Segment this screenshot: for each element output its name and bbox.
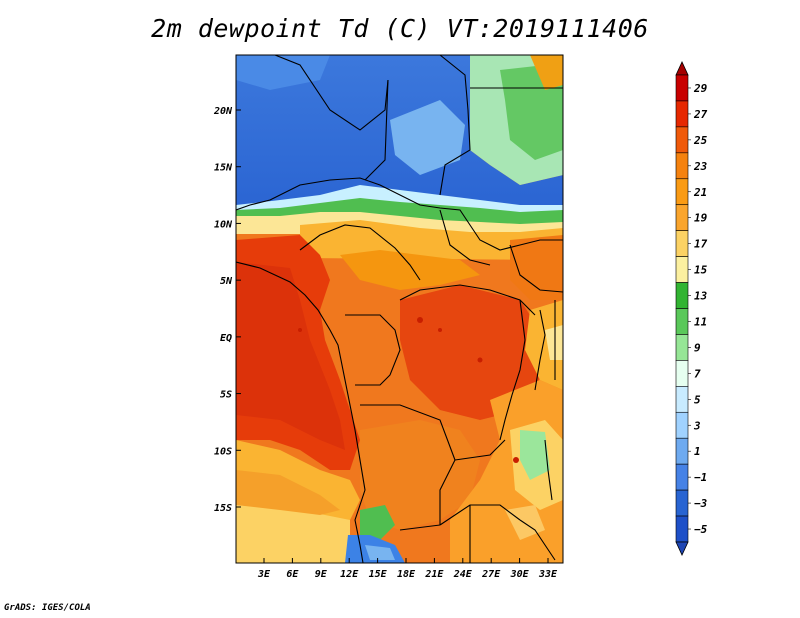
colorbar-swatch [675, 360, 689, 387]
colorbar-top-triangle [675, 61, 689, 76]
lon-label: 15E [369, 569, 388, 580]
colorbar-swatch [675, 152, 689, 180]
colorbar-label: 17 [694, 238, 708, 251]
colorbar-swatch [675, 334, 689, 361]
longitude-axis: 3E 6E 9E 12E 15E 18E 21E 24E 27E 30E 33E [257, 558, 558, 580]
colorbar-label: −3 [694, 497, 708, 510]
colorbar-swatch [675, 230, 689, 257]
lon-label: 21E [424, 569, 444, 580]
lon-label: 6E [286, 569, 299, 580]
country-borders [236, 55, 563, 563]
lon-label: 12E [340, 569, 359, 580]
colorbar-label: 27 [693, 108, 708, 121]
colorbar-swatch [675, 463, 689, 491]
lat-label: 15N [214, 163, 233, 174]
colorbar-swatch [675, 126, 689, 154]
colorbar-bottom-triangle [675, 541, 689, 556]
colorbar-swatch [675, 74, 689, 102]
colorbar: 29 27 25 23 21 19 17 15 13 11 9 7 5 3 1 −1 −3 −5 [675, 61, 708, 556]
chart-title: 2m dewpoint Td (C) VT:2019111406 [151, 14, 649, 43]
colorbar-swatch [675, 204, 689, 231]
lat-label: 5N [220, 276, 233, 287]
colorbar-label: 3 [693, 419, 701, 432]
lat-label: 10S [214, 446, 232, 457]
colorbar-label: 15 [694, 264, 708, 277]
footer-credit: GrADS: IGES/COLA [4, 603, 91, 613]
colorbar-label: 13 [694, 290, 708, 303]
colorbar-swatch [675, 489, 689, 517]
lon-label: 18E [397, 569, 416, 580]
colorbar-label: 29 [693, 82, 708, 95]
lon-label: 30E [510, 569, 530, 580]
lat-label: 20N [213, 106, 233, 117]
map-frame [235, 54, 564, 564]
colorbar-swatch [675, 308, 689, 335]
colorbar-swatch [675, 437, 689, 465]
colorbar-label: 9 [694, 341, 701, 354]
colorbar-swatch [675, 282, 689, 309]
lon-label: 24E [453, 569, 473, 580]
colorbar-swatch [675, 256, 689, 283]
colorbar-swatch [675, 100, 689, 128]
colorbar-label: 21 [693, 186, 707, 199]
latitude-axis: 20N 15N 10N 5N EQ 5S 10S 15S [213, 106, 241, 514]
dewpoint-field [236, 55, 563, 563]
lat-label: 10N [214, 219, 233, 230]
lon-label: 27E [481, 569, 501, 580]
colorbar-label: 5 [694, 393, 701, 406]
lat-label: 5S [220, 390, 232, 401]
colorbar-label: 19 [694, 212, 708, 225]
colorbar-swatch [675, 515, 689, 543]
colorbar-label: 7 [694, 367, 701, 380]
colorbar-swatch [675, 178, 689, 206]
lon-label: 9E [315, 569, 328, 580]
lon-label: 3E [257, 569, 271, 580]
colorbar-label: 11 [694, 315, 707, 328]
colorbar-swatch [675, 411, 689, 439]
lat-label: 15S [214, 503, 232, 514]
colorbar-swatch [675, 386, 689, 413]
colorbar-label: −1 [694, 471, 707, 484]
colorbar-label: −5 [694, 523, 708, 536]
colorbar-label: 1 [694, 445, 701, 458]
colorbar-label: 25 [693, 134, 708, 147]
colorbar-label: 23 [693, 160, 708, 173]
lon-label: 33E [538, 569, 558, 580]
lat-label: EQ [220, 333, 232, 344]
